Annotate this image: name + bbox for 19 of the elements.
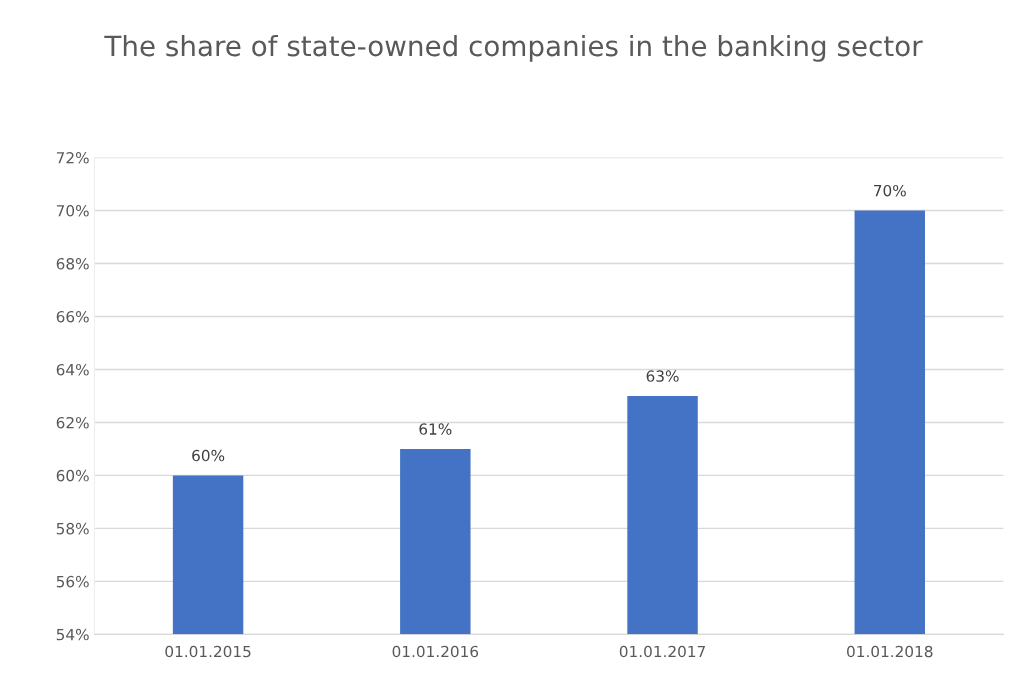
x-tick-label: 01.01.2018 (847, 645, 933, 658)
y-tick-label: 58% (56, 522, 89, 535)
y-tick-label: 64% (56, 363, 89, 376)
data-label: 61% (419, 423, 452, 435)
y-tick-label: 56% (56, 575, 89, 588)
y-tick-label: 66% (56, 310, 89, 323)
y-tick-label: 68% (56, 257, 89, 270)
x-tick-label: 01.01.2017 (619, 645, 705, 658)
y-tick-label: 60% (56, 469, 89, 482)
y-tick-label: 70% (56, 204, 89, 217)
data-label: 60% (192, 449, 225, 462)
y-tick-label: 62% (56, 416, 89, 429)
y-tick-label: 54% (56, 628, 89, 641)
chart-title: The share of state-owned companies in the banking sector (104, 34, 923, 62)
x-tick-label: 01.01.2016 (392, 645, 479, 658)
y-tick-label: 72% (56, 152, 89, 164)
data-label: 70% (874, 184, 906, 197)
data-label: 63% (646, 370, 679, 382)
x-tick-label: 01.01.2015 (165, 645, 251, 658)
